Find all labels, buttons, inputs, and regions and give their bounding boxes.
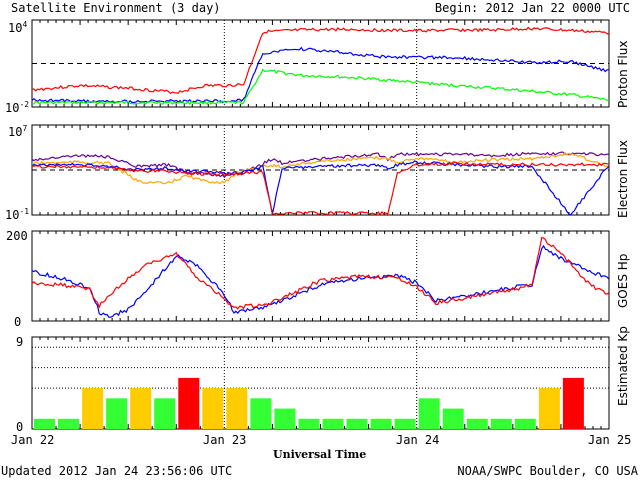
kp-bar (250, 398, 272, 429)
xtick-jan25: Jan 25 (588, 433, 632, 447)
series-electron-blue (31, 160, 610, 216)
estimated-kp-label: Estimated Kp (616, 326, 630, 406)
kp-bar (490, 418, 512, 429)
series-electron-orange (31, 151, 610, 185)
series-goes_hp-red (31, 237, 610, 310)
kp-bar (322, 418, 344, 429)
ytick-hp-top: 200 (6, 229, 28, 243)
kp-bar (154, 398, 176, 429)
series-proton-blue (31, 46, 610, 104)
kp-bar (538, 388, 560, 429)
kp-bar (346, 418, 368, 429)
kp-bar (442, 408, 464, 429)
kp-bar (130, 388, 152, 429)
kp-bar (298, 418, 320, 429)
kp-bar (418, 398, 440, 429)
series-proton-green (31, 68, 610, 106)
ytick-kp-top: 9 (16, 335, 24, 349)
begin-time: Begin: 2012 Jan 22 0000 UTC (434, 1, 630, 15)
ytick-electron-bottom: 10-1 (5, 207, 30, 222)
proton-flux-label: Proton Flux (616, 40, 630, 108)
series-electron-purple (31, 151, 610, 179)
series-proton-red (31, 26, 610, 95)
kp-bar (226, 388, 248, 429)
panel-frame-goes_hp (31, 230, 610, 322)
kp-bar (394, 418, 416, 429)
chart-title: Satellite Environment (3 day) (11, 1, 221, 15)
updated-timestamp: Updated 2012 Jan 24 23:56:06 UTC (1, 464, 233, 478)
ytick-electron-top: 107 (8, 124, 28, 139)
xtick-jan23: Jan 23 (203, 433, 247, 447)
series-goes_hp-blue (31, 244, 610, 318)
ytick-kp-bottom: 0 (16, 420, 24, 434)
kp-bar (514, 418, 536, 429)
ytick-proton-bottom: 10-2 (5, 100, 30, 115)
kp-bar (106, 398, 128, 429)
kp-bar (466, 418, 488, 429)
ytick-proton-top: 104 (8, 20, 28, 35)
kp-bar (58, 418, 79, 429)
ytick-hp-bottom: 0 (14, 315, 22, 329)
kp-bar (562, 377, 584, 429)
kp-bar (370, 418, 392, 429)
kp-bar (202, 388, 224, 429)
x-axis-label: Universal Time (273, 448, 367, 461)
xtick-jan22: Jan 22 (11, 433, 55, 447)
credit-text: NOAA/SWPC Boulder, CO USA (457, 464, 638, 478)
kp-bar (178, 377, 200, 429)
kp-bar (274, 408, 296, 429)
xtick-jan24: Jan 24 (396, 433, 440, 447)
kp-bar (34, 418, 55, 429)
kp-bar (82, 388, 104, 429)
series-electron-red (31, 161, 610, 216)
electron-flux-label: Electron Flux (616, 140, 630, 218)
goes-hp-label: GOES Hp (616, 253, 630, 308)
